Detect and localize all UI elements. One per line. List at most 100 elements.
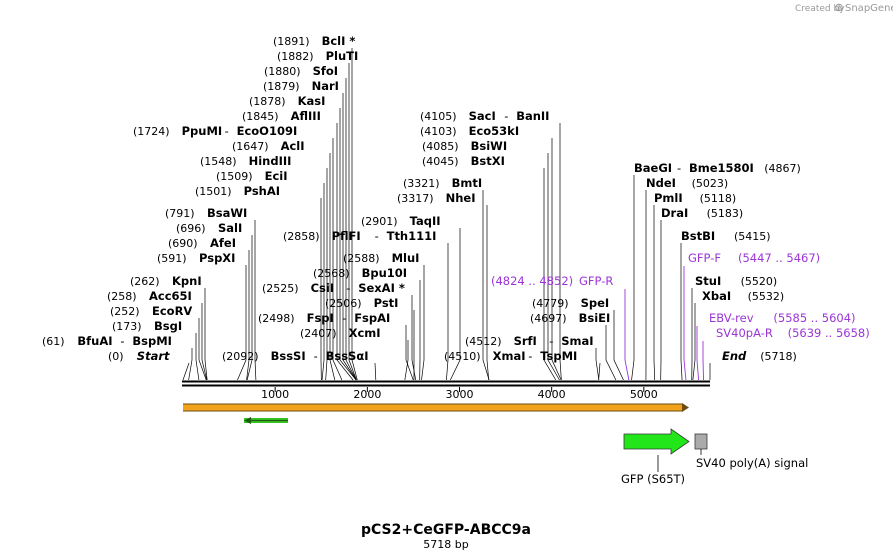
enzyme-name: SacI [469,109,496,123]
primer-sv40pa-r[interactable]: SV40pA-R (5639 .. 5658) [716,326,870,340]
site-acli[interactable]: (1647) AclI [232,139,305,153]
site-start[interactable]: (0) Start [108,349,170,363]
site-afei[interactable]: (690) AfeI [168,236,236,250]
enzyme-name: BstBI [681,229,715,243]
site-stui[interactable]: StuI (5520) [695,274,777,288]
site-separator: - [375,229,379,243]
site-position: (2506) [325,297,362,310]
site-fspi[interactable]: (2498) FspI - FspAI [258,311,390,325]
primer-ebv-rev[interactable]: EBV-rev (5585 .. 5604) [709,311,856,325]
primer-range: (5585 .. 5604) [773,311,855,325]
site-drai[interactable]: DraI (5183) [661,206,743,220]
site-bpu10i[interactable]: (2568) Bpu10I [313,266,407,280]
enzyme-name: BanII [516,109,549,123]
site-connector [680,243,683,381]
site-connector [254,220,257,381]
restriction-sites: (1891) BclI * (1882) PluTI (1880) SfoI (1879) N… [42,34,801,363]
site-position: (2901) [361,215,398,228]
enzyme-name: BsiWI [471,139,508,153]
site-position: (1879) [263,80,300,93]
site-ecii[interactable]: (1509) EciI [216,169,288,183]
site-connector [598,362,601,381]
site-connector [182,362,190,381]
enzyme-name: NdeI [646,176,676,190]
site-ppumi[interactable]: (1724) PpuMI - EcoO109I [133,124,297,138]
small-orf-arrow[interactable] [244,417,288,424]
site-srfi[interactable]: (4512) SrfI - SmaI [465,334,594,348]
enzyme-name: Start [137,349,170,363]
site-connector [421,265,425,381]
site-pshai[interactable]: (1501) PshAI [195,184,280,198]
site-bsssi[interactable]: (2092) BssSI - BssSαI [222,349,369,363]
dna-backbone[interactable] [182,380,710,387]
site-spei[interactable]: (4779) SpeI [532,296,609,310]
site-pluti[interactable]: (1882) PluTI [277,49,358,63]
site-bcli[interactable]: (1891) BclI * [273,34,355,48]
site-separator: - [342,311,346,325]
site-connector [653,205,656,381]
site-saci[interactable]: (4105) SacI - BanII [420,109,549,123]
gfp-feature-label: GFP (S65T) [621,472,685,486]
site-csii[interactable]: (2525) CsiI - SexAI * [262,281,405,295]
site-bmti[interactable]: (3321) BmtI [403,176,482,190]
site-position: (258) [107,290,137,303]
site-ndei[interactable]: NdeI (5023) [646,176,728,190]
site-bfuai[interactable]: (61) BfuAI - BspMI [42,334,172,348]
site-connector [351,48,358,381]
primer-gfp-f[interactable]: GFP-F (5447 .. 5467) [688,251,820,265]
site-connector [613,310,624,381]
site-pflfi[interactable]: (2858) PflFI - Tth111I [283,229,436,243]
site-mlui[interactable]: (2588) MluI [343,251,419,265]
site-psti[interactable]: (2506) PstI [325,296,398,310]
enzyme-name: BaeGI [634,161,672,175]
gfp-feature[interactable]: GFP (S65T) [621,428,690,486]
site-connector [631,175,635,381]
site-connector [348,63,357,381]
site-bsiei[interactable]: (4697) BsiEI [530,311,610,325]
site-position: (1724) [133,125,170,138]
site-nari[interactable]: (1879) NarI [263,79,339,93]
site-sali[interactable]: (696) SalI [176,221,242,235]
site-connector [246,235,253,381]
site-connectors [182,48,711,381]
site-xbai[interactable]: XbaI (5532) [702,289,784,303]
site-taqii[interactable]: (2901) TaqII [361,214,441,228]
sv40-polya-feature[interactable]: SV40 poly(A) signal [694,433,808,470]
site-acc65i[interactable]: (258) Acc65I [107,289,192,303]
site-connector [339,108,357,381]
site-position: (4510) [444,350,481,363]
site-ecorv[interactable]: (252) EcoRV [110,304,192,318]
site-eco53ki[interactable]: (4103) Eco53kI [420,124,519,138]
primer-range: (5447 .. 5467) [738,251,820,265]
site-kasi[interactable]: (1878) KasI [249,94,325,108]
site-hindiii[interactable]: (1548) HindIII [200,154,291,168]
site-bsgi[interactable]: (173) BsgI [112,319,182,333]
site-bsawi[interactable]: (791) BsaWI [165,206,247,220]
orf-bar[interactable] [183,403,689,412]
site-nhei[interactable]: (3317) NheI [397,191,475,205]
primer-connector [624,289,630,381]
site-connector [198,318,207,381]
site-pspxi[interactable]: (591) PspXI [157,251,235,265]
enzyme-name: BsgI [154,319,182,333]
site-baegi[interactable]: BaeGI - Bme1580I (4867) [634,161,801,175]
site-connector [595,348,600,381]
enzyme-name: SfoI [313,64,338,78]
site-xmai[interactable]: (4510) XmaI - TspMI [444,349,577,363]
site-xcmi[interactable]: (2407) XcmI [300,326,381,340]
primer-gfp-r[interactable]: (4824 .. 4852) GFP-R [491,274,613,288]
site-bstxi[interactable]: (4045) BstXI [422,154,505,168]
site-connector [543,168,557,381]
enzyme-name: SrfI [514,334,537,348]
site-sfoi[interactable]: (1880) SfoI [264,64,338,78]
enzyme-name: XmaI [493,349,526,363]
site-bstbi[interactable]: BstBI (5415) [681,229,771,243]
site-bsiwi[interactable]: (4085) BsiWI [422,139,507,153]
site-pmli[interactable]: PmlI (5118) [654,191,736,205]
plasmid-title: pCS2+CeGFP-ABCC9a [361,522,531,538]
site-end[interactable]: End (5718) [722,349,797,363]
primer-connector [683,266,687,381]
site-kpni[interactable]: (262) KpnI [130,274,202,288]
site-separator: - [225,124,229,138]
site-afliii[interactable]: (1845) AflIII [242,109,321,123]
